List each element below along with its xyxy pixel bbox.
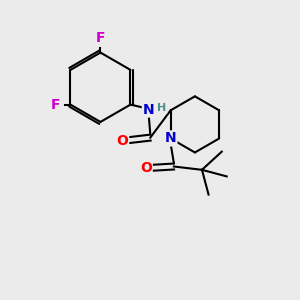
Text: F: F <box>96 31 105 45</box>
Text: O: O <box>116 134 128 148</box>
Text: N: N <box>143 103 154 116</box>
Text: F: F <box>51 98 60 112</box>
Text: H: H <box>157 103 167 113</box>
Text: N: N <box>165 131 176 146</box>
Text: O: O <box>140 161 152 175</box>
